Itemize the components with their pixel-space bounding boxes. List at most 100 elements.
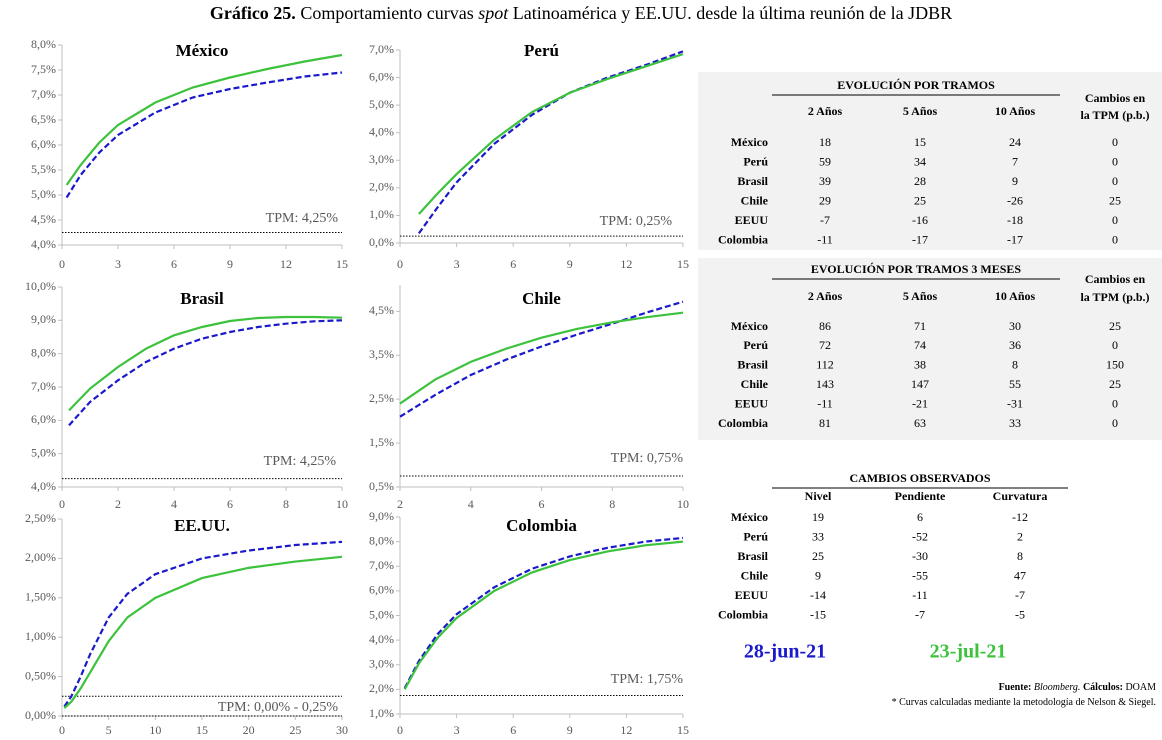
table-cell: -17 [1007,232,1023,246]
x-tick-label: 0 [59,497,65,511]
series-line [418,53,684,215]
table-title: CAMBIOS OBSERVADOS [849,471,990,485]
x-tick-label: 0 [397,257,403,271]
series-line [403,536,684,689]
table-cell: 147 [911,377,929,391]
table-cell: 38 [914,358,926,372]
title-text: Comportamiento curvas [300,3,474,23]
table-cell: 0 [1112,174,1118,188]
table-cell: 86 [819,319,831,333]
series-line [63,555,343,709]
table-cell: 25 [1109,377,1121,391]
y-tick-label: 8,0% [31,345,56,359]
x-tick-label: 3 [115,257,121,271]
title-text: Latinoamérica y EE.UU. desde la última r… [512,3,953,23]
table-title: EVOLUCIÓN POR TRAMOS 3 MESES [811,262,1022,276]
x-tick-label: 6 [539,497,545,511]
table-bg [698,258,1162,440]
chart-title: Brasil [180,289,224,308]
table-cell: 0 [1112,135,1118,149]
table-cell: -55 [912,568,928,582]
source-label: Fuente: [998,682,1032,693]
y-tick-label: 4,0% [369,124,394,138]
x-tick-label: 9 [567,257,573,271]
x-tick-label: 8 [609,497,615,511]
table-cell: -17 [912,232,928,246]
row-label: Brasil [737,549,768,563]
row-label: Chile [741,193,769,207]
y-tick-label: 3,0% [369,152,394,166]
table-cell: 112 [816,358,834,372]
note: * Curvas calculadas mediante la metodolo… [891,697,1156,708]
table-cell: 143 [816,377,834,391]
y-tick-label: 0,0% [369,235,394,249]
source-name: Bloomberg. [1033,682,1081,693]
column-header: Curvatura [993,489,1048,503]
table-cell: -31 [1007,396,1023,410]
row-label: EEUU [735,396,769,410]
x-tick-label: 6 [171,257,177,271]
x-tick-label: 12 [620,257,632,271]
y-tick-label: 9,0% [31,312,56,326]
y-tick-label: 5,0% [31,445,56,459]
y-tick-label: 7,0% [31,379,56,393]
table-cell: -30 [912,549,928,563]
row-label: México [731,510,768,524]
table-cell: -16 [912,213,928,227]
table-cell: 0 [1112,232,1118,246]
y-tick-label: 5,0% [369,607,394,621]
tpm-annotation: TPM: 0,00% - 0,25% [218,700,339,715]
calc-label: Cálculos: [1082,682,1123,693]
source: Fuente: Bloomberg. Cálculos: DOAM * Curva… [892,680,1156,710]
x-tick-label: 20 [243,723,255,737]
series-line [399,300,684,418]
series-line [417,50,684,234]
table-cell: 33 [812,529,824,543]
series-line [68,319,343,427]
table-cell: 0 [1112,416,1118,430]
table-cell: 34 [914,154,926,168]
row-label: Perú [743,338,768,352]
series-line [403,540,684,690]
row-label: Brasil [737,358,768,372]
table-cell: 36 [1009,338,1021,352]
x-tick-label: 15 [336,257,348,271]
row-label: Perú [743,154,768,168]
series-line [68,315,343,412]
y-tick-label: 8,0% [369,533,394,547]
table-cell: -5 [1015,607,1025,621]
column-header: 10 Años [995,104,1036,118]
table-cell: -15 [810,607,826,621]
x-tick-label: 3 [454,257,460,271]
column-header: 2 Años [808,289,843,303]
row-label: Colombia [718,232,768,246]
table-cell: 59 [819,154,831,168]
table-cell: 33 [1009,416,1021,430]
x-tick-label: 0 [59,723,65,737]
table-cell: -7 [820,213,830,227]
table-cell: 18 [819,135,831,149]
table-title: EVOLUCIÓN POR TRAMOS [837,78,995,92]
x-tick-label: 5 [106,723,112,737]
table-cell: 30 [1009,319,1021,333]
y-tick-label: 7,0% [31,87,56,101]
table-cell: 29 [819,193,831,207]
y-tick-label: 7,0% [369,558,394,572]
y-tick-label: 0,5% [369,479,394,493]
x-tick-label: 15 [677,723,689,737]
row-label: México [731,135,768,149]
x-tick-label: 0 [59,257,65,271]
column-header: Cambios en [1085,272,1146,286]
row-label: EEUU [735,588,769,602]
column-header: la TPM (p.b.) [1080,290,1149,304]
x-tick-label: 15 [677,257,689,271]
tpm-annotation: TPM: 4,25% [264,454,337,469]
table-cell: 39 [819,174,831,188]
row-label: Brasil [737,174,768,188]
column-header: 5 Años [903,104,938,118]
y-tick-label: 4,0% [31,237,56,251]
y-tick-label: 1,50% [25,590,56,604]
series-line [65,53,343,186]
table-cell: 0 [1112,154,1118,168]
